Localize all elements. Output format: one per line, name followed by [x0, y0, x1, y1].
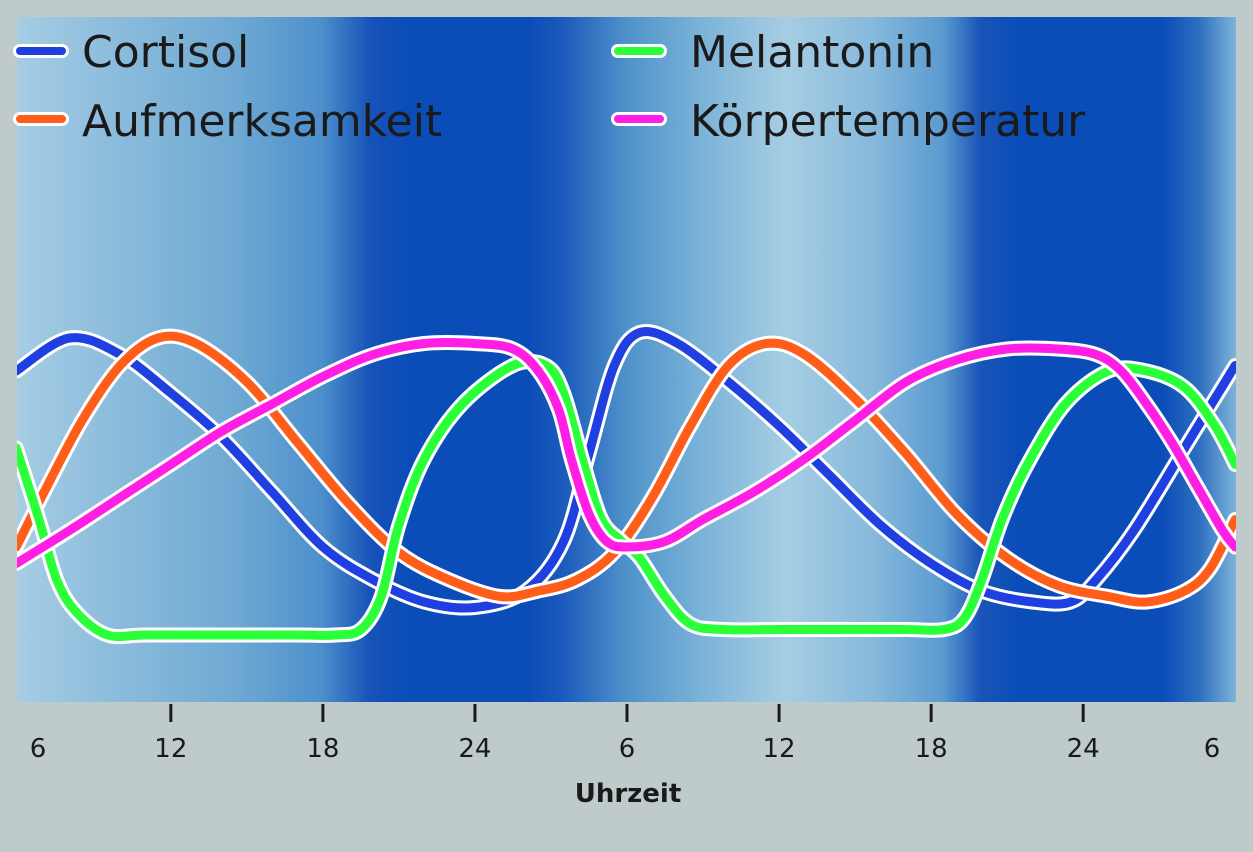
x-tick-label: 6 — [1204, 734, 1221, 764]
series-aufmerksamkeit — [17, 328, 1236, 610]
legend-item-koerpertemperatur: Körpertemperatur — [611, 96, 1086, 147]
x-axis-label: Uhrzeit — [575, 779, 682, 809]
x-tick-label: 12 — [763, 734, 796, 764]
series-line-melantonin — [17, 356, 1236, 642]
x-axis: 6 12 18 24 6 12 18 24 6 — [30, 704, 1221, 764]
legend-label-koerpertemperatur: Körpertemperatur — [690, 96, 1086, 147]
legend-item-aufmerksamkeit: Aufmerksamkeit — [13, 96, 442, 147]
x-tick-label: 24 — [458, 734, 491, 764]
legend-item-cortisol: Cortisol — [13, 27, 249, 78]
legend-item-melantonin: Melantonin — [611, 27, 934, 78]
legend-label-melantonin: Melantonin — [690, 27, 934, 78]
x-tick-label: 6 — [30, 734, 47, 764]
legend-label-cortisol: Cortisol — [82, 27, 249, 78]
series-line-aufmerksamkeit — [17, 331, 1236, 607]
legend-label-aufmerksamkeit: Aufmerksamkeit — [82, 96, 442, 147]
series-melantonin — [17, 353, 1236, 645]
series-lines — [17, 324, 1236, 645]
series-korpertemperatur — [17, 334, 1236, 571]
x-tick-label: 18 — [306, 734, 339, 764]
legend: Cortisol Melantonin Aufmerksamkeit Körpe… — [13, 27, 1086, 147]
x-tick-label: 6 — [619, 734, 636, 764]
series-cortisol — [17, 324, 1236, 616]
x-tick-label: 18 — [915, 734, 948, 764]
series-line-korpertemperatur — [17, 337, 1236, 568]
x-tick-label: 24 — [1067, 734, 1100, 764]
x-tick-label: 12 — [154, 734, 187, 764]
series-line-cortisol — [17, 327, 1236, 613]
